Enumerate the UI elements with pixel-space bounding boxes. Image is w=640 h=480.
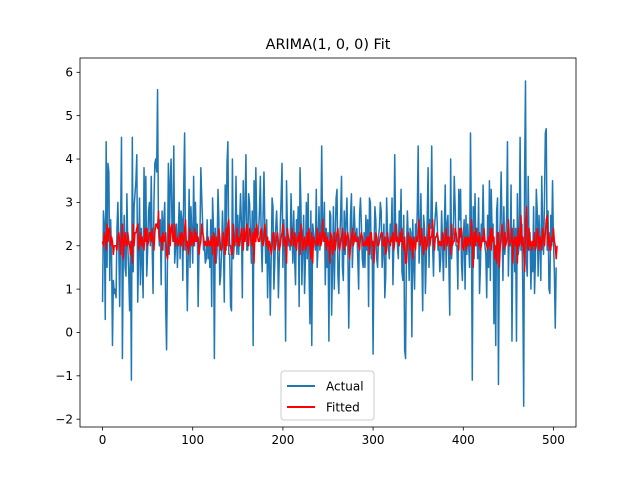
x-axis: 0 100 200 300 400 500	[99, 427, 565, 447]
x-tick-label: 200	[271, 433, 294, 447]
y-axis: −2 −1 0 1 2 3 4 5 6	[55, 66, 80, 426]
y-tick-label: 0	[65, 326, 73, 340]
y-tick-label: 4	[65, 152, 73, 166]
y-tick-label: −2	[55, 412, 73, 426]
legend: Actual Fitted	[280, 370, 375, 421]
chart-title: ARIMA(1, 0, 0) Fit	[266, 37, 391, 53]
legend-label-actual: Actual	[326, 379, 364, 393]
plot-frame	[79, 57, 577, 428]
y-tick-label: 1	[65, 282, 73, 296]
y-tick-label: 5	[65, 109, 73, 123]
y-tick-label: 6	[65, 66, 73, 80]
series-line-fitted	[101, 205, 558, 273]
legend-label-fitted: Fitted	[326, 400, 360, 414]
x-tick-label: 300	[362, 433, 385, 447]
y-tick-label: −1	[55, 369, 73, 383]
series-layer	[101, 80, 558, 407]
x-tick-label: 400	[452, 433, 475, 447]
y-tick-label: 3	[65, 196, 73, 210]
x-tick-label: 0	[99, 433, 107, 447]
x-tick-label: 100	[181, 433, 204, 447]
x-tick-label: 500	[542, 433, 565, 447]
y-tick-label: 2	[65, 239, 73, 253]
